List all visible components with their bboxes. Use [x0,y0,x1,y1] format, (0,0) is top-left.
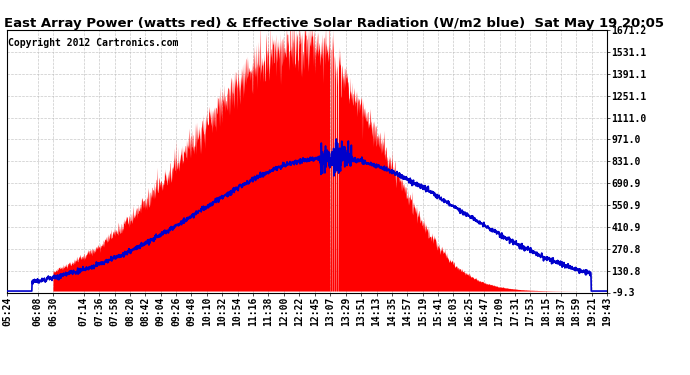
Text: East Array Power (watts red) & Effective Solar Radiation (W/m2 blue)  Sat May 19: East Array Power (watts red) & Effective… [4,17,664,30]
Text: Copyright 2012 Cartronics.com: Copyright 2012 Cartronics.com [8,38,178,48]
